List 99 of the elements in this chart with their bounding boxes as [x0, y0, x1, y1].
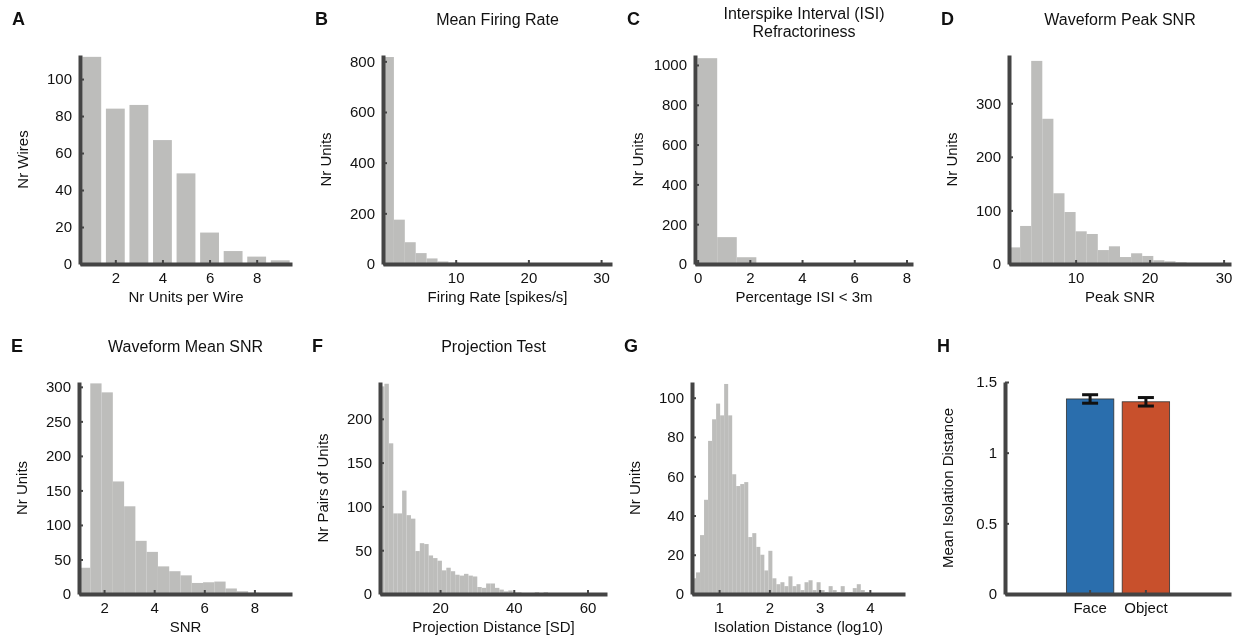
x-tick-label: 10	[447, 268, 465, 286]
text: A	[12, 9, 25, 29]
x-tick-label: 6	[205, 268, 215, 286]
x-tick-label: Face	[1073, 598, 1107, 616]
text: H	[937, 336, 950, 356]
x-axis-title: SNR	[169, 618, 202, 635]
y-tick-label: 0	[363, 585, 372, 603]
y-tick-label: 1	[988, 443, 997, 461]
chart-title: Waveform Mean SNR	[108, 338, 263, 355]
y-axis-title: Nr Units	[317, 132, 334, 187]
y-tick-label: 200	[661, 215, 687, 233]
y-tick-label: 600	[349, 103, 375, 121]
chart-title: Interspike Interval (ISI) Refractoriness	[723, 5, 885, 40]
y-tick-label: 50	[355, 541, 372, 559]
y-tick-label: 400	[349, 153, 375, 171]
y-axis-title: Nr Units	[943, 132, 960, 187]
y-axis-title: Nr Wires	[14, 130, 31, 189]
text: F	[312, 336, 323, 356]
x-axis-title: Percentage ISI < 3m	[735, 288, 873, 305]
y-tick-label: 40	[55, 181, 72, 199]
y-tick-label: 300	[45, 378, 71, 396]
y-axis-title: Nr Units	[626, 460, 643, 516]
y-tick-label: 0	[63, 255, 72, 273]
text: G	[624, 336, 639, 356]
x-tick-label: 8	[902, 268, 912, 286]
x-tick-label: 4	[150, 598, 159, 616]
y-axis-title: Nr Units	[13, 460, 30, 516]
y-tick-label: 20	[55, 218, 72, 236]
y-tick-label: 80	[55, 107, 72, 125]
x-tick-label: 0	[693, 268, 703, 286]
text: B	[315, 9, 328, 29]
y-tick-label: 0	[675, 585, 684, 603]
x-tick-label: 10	[1067, 268, 1085, 286]
x-tick-label: 30	[1215, 268, 1233, 286]
y-tick-label: 0	[62, 585, 71, 603]
x-tick-label: 30	[593, 268, 610, 286]
y-tick-label: 40	[667, 506, 684, 524]
x-tick-label: 3	[815, 598, 825, 616]
x-tick-label: 2	[746, 268, 755, 286]
y-axis-title: Nr Units	[629, 132, 646, 187]
y-tick-label: 0	[678, 255, 687, 273]
y-tick-label: 100	[46, 70, 72, 88]
y-tick-label: 20	[667, 546, 684, 564]
y-tick-label: 300	[975, 94, 1001, 112]
y-tick-label: 50	[54, 550, 71, 568]
x-tick-label: 6	[200, 598, 209, 616]
x-tick-label: 60	[579, 598, 597, 616]
y-tick-label: 250	[45, 412, 71, 430]
y-tick-label: 0	[988, 585, 997, 603]
x-tick-label: 4	[798, 268, 807, 286]
x-tick-label: Object	[1124, 598, 1169, 616]
x-tick-label: 4	[866, 598, 875, 616]
x-tick-label: 40	[505, 598, 523, 616]
x-tick-label: 2	[100, 598, 109, 616]
y-tick-label: 600	[661, 135, 687, 153]
y-tick-label: 800	[349, 52, 375, 70]
chart-title: Mean Firing Rate	[436, 11, 559, 28]
text: D	[941, 9, 954, 29]
y-tick-label: 100	[975, 201, 1001, 219]
y-tick-label: 150	[346, 453, 372, 471]
y-tick-label: 200	[45, 447, 71, 465]
y-tick-label: 200	[349, 204, 375, 222]
x-tick-label: 8	[252, 268, 262, 286]
x-tick-label: 2	[765, 598, 775, 616]
y-tick-label: 1000	[653, 56, 687, 74]
y-tick-label: 60	[667, 467, 684, 485]
text: C	[627, 9, 640, 29]
x-tick-label: 4	[158, 268, 168, 286]
y-tick-label: 0.5	[976, 514, 997, 532]
y-tick-label: 100	[658, 389, 684, 406]
x-tick-label: 20	[1141, 268, 1159, 286]
y-axis-title: Mean Isolation Distance	[939, 407, 956, 569]
y-tick-label: 100	[45, 516, 71, 534]
y-tick-label: 60	[55, 144, 72, 162]
y-tick-label: 400	[661, 175, 687, 193]
y-tick-label: 150	[45, 481, 71, 499]
y-tick-label: 1.5	[976, 373, 997, 391]
x-tick-label: 1	[715, 598, 724, 616]
y-tick-label: 0	[366, 255, 375, 273]
x-axis-title: Peak SNR	[1084, 288, 1156, 305]
x-tick-label: 6	[850, 268, 859, 286]
x-tick-label: 8	[250, 598, 260, 616]
y-tick-label: 100	[346, 497, 372, 515]
x-axis-title: Nr Units per Wire	[128, 288, 244, 305]
chart-title: Projection Test	[441, 338, 547, 355]
y-tick-label: 200	[346, 410, 372, 428]
x-tick-label: 2	[111, 268, 121, 286]
text: E	[11, 336, 24, 356]
x-axis-title: Isolation Distance (log10)	[713, 618, 884, 635]
x-axis-title: Firing Rate [spikes/s]	[427, 288, 568, 305]
x-tick-label: 20	[432, 598, 449, 616]
y-tick-label: 80	[667, 428, 684, 446]
y-tick-label: 200	[975, 148, 1001, 166]
y-tick-label: 800	[661, 96, 687, 114]
x-tick-label: 20	[520, 268, 538, 286]
x-axis-title: Projection Distance [SD]	[412, 618, 575, 635]
y-tick-label: 0	[992, 255, 1001, 273]
chart-title: Waveform Peak SNR	[1044, 11, 1196, 28]
y-axis-title: Nr Pairs of Units	[314, 433, 331, 543]
